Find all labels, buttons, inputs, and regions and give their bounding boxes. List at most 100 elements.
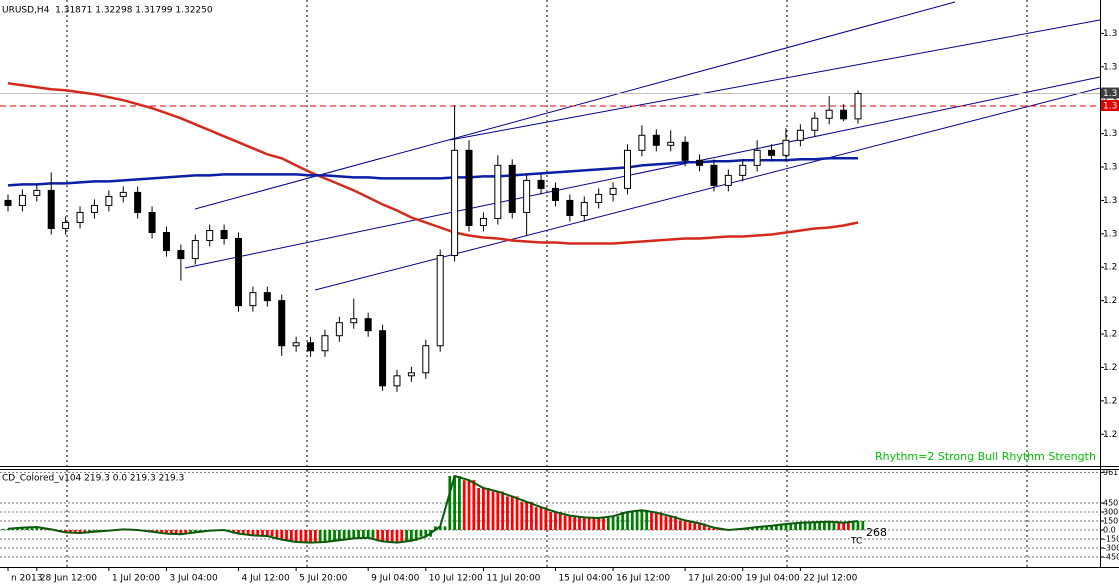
histogram-bar (549, 512, 553, 530)
x-tick-label: n 2013 (11, 574, 42, 584)
histogram-bar (842, 522, 845, 530)
histogram-bar (174, 530, 178, 535)
x-tick-label: 1 Jul 20:00 (112, 574, 161, 584)
y-tick-label: 1.2 (1103, 363, 1117, 373)
candle-body (307, 342, 315, 352)
x-tick-label: 10 Jul 12:00 (429, 574, 483, 584)
indicator-title: CD_Colored_v104 219.3 0.0 219.3 219.3 (2, 474, 184, 484)
histogram-bar (275, 530, 279, 540)
candle-body (4, 199, 12, 206)
candle-body (47, 189, 55, 229)
candle-body (119, 191, 127, 197)
axes: 1.3 1.3 1.3 1.3 1.3 1.3 1.3 1.2 1.2 1.2 1.2 1.2 1.2 1… (7, 29, 1119, 584)
histogram-bar (683, 520, 687, 530)
histogram-bar (630, 512, 634, 530)
histogram-bar (510, 496, 514, 530)
histogram-bar (592, 518, 596, 530)
histogram-bar (371, 530, 375, 538)
candle-body (580, 201, 588, 216)
histogram-bar (803, 522, 807, 530)
candle-body (379, 330, 387, 387)
candle-body (710, 164, 718, 186)
histogram-bar (405, 530, 408, 541)
candle-body (235, 238, 243, 307)
histogram-bar (438, 526, 442, 530)
histogram-bar (83, 530, 87, 533)
histogram-bar (443, 526, 447, 530)
histogram-bar (702, 523, 706, 530)
histogram-bar (626, 512, 629, 530)
y-tick-label: 1.2 (1103, 330, 1117, 340)
candle-body (249, 292, 257, 307)
histogram-bar (30, 527, 34, 530)
candle-body (393, 375, 401, 387)
histogram-bar (294, 530, 298, 542)
histogram-bar (313, 530, 317, 543)
histogram-bar (352, 530, 356, 539)
histogram-bar (69, 530, 72, 533)
histogram-bar (193, 530, 197, 533)
histogram-bar (73, 530, 77, 533)
histogram-bar (458, 476, 461, 530)
y-tick-label: 0.0 (1103, 526, 1116, 535)
x-tick-label: 3 Jul 04:00 (169, 574, 218, 584)
candle-body (90, 204, 98, 213)
histogram-bar (467, 480, 471, 530)
level-tag-label: 1.3 (1103, 102, 1117, 112)
histogram-bar (621, 512, 625, 530)
histogram-bar (434, 526, 437, 530)
candle-body (206, 229, 214, 242)
histogram-bar (774, 525, 778, 530)
histogram-bar (237, 530, 240, 534)
histogram-bar (506, 496, 509, 530)
histogram-bar (784, 524, 788, 530)
candle-body (724, 174, 732, 186)
y-tick-label: -300 (1103, 544, 1119, 553)
histogram-bar (357, 530, 360, 539)
histogram-bar (419, 530, 423, 537)
candle-body (479, 217, 487, 226)
histogram-bar (678, 520, 682, 530)
histogram-bar (640, 510, 644, 530)
bid-tag (1101, 87, 1119, 99)
histogram-bar (669, 516, 673, 530)
histogram-bar (827, 521, 831, 530)
histogram-bar (611, 516, 615, 530)
histogram-bar (616, 516, 620, 530)
histogram-bar (645, 510, 649, 530)
histogram-bar (534, 507, 538, 530)
histogram-bar (486, 488, 490, 530)
indicator-annotation: TC (850, 537, 862, 547)
histogram-bar (722, 530, 725, 531)
histogram-bar (299, 530, 303, 542)
y-tick-label: 450 (1103, 499, 1118, 508)
y-tick-label: -150 (1103, 535, 1119, 544)
level-tag (1101, 100, 1119, 111)
histogram-bar (837, 522, 841, 530)
candle-body (753, 149, 761, 166)
histogram-bar (808, 522, 812, 530)
candle-body (263, 292, 271, 302)
candle-body (134, 191, 142, 213)
histogram-bar (674, 516, 677, 530)
moving-average (7, 81, 859, 245)
histogram-bar (347, 530, 351, 539)
histogram-bar (856, 521, 860, 530)
y-tick-label: 1.3 (1103, 29, 1117, 39)
histogram-bar (563, 515, 567, 530)
histogram-bar (21, 527, 24, 530)
candle-body (18, 194, 26, 206)
candle-body (681, 141, 689, 161)
candle-body (364, 318, 372, 332)
y-tick-label: 300 (1103, 508, 1118, 517)
histogram-bar (568, 515, 572, 530)
histogram-bar (155, 530, 159, 532)
histogram-bar (366, 530, 370, 538)
histogram-bar (650, 512, 653, 530)
x-tick-label: 16 Jul 12:00 (616, 574, 670, 584)
candle-body (292, 342, 300, 347)
bid-tag-label: 1.3 (1103, 89, 1117, 99)
y-tick-label: 1.2 (1103, 430, 1117, 440)
histogram-bar (462, 480, 466, 530)
histogram-bar (496, 491, 500, 530)
